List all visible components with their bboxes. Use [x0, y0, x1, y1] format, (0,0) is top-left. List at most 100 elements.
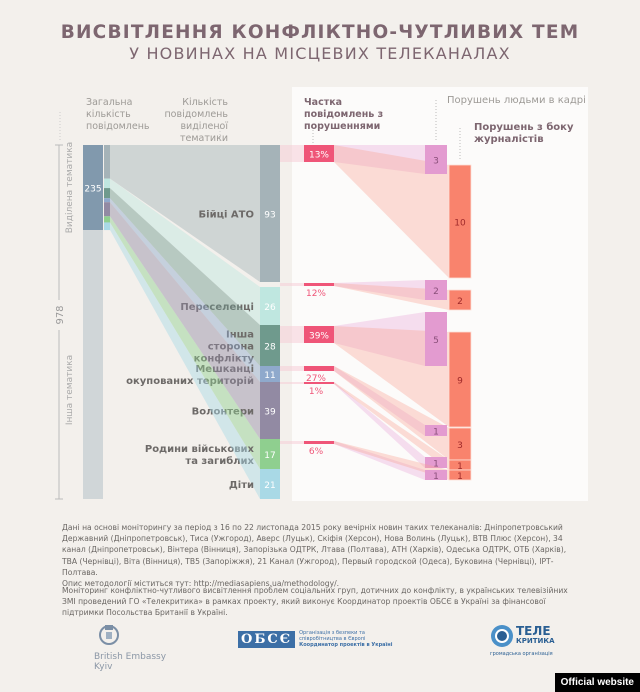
- selected-topic-bar: [83, 145, 103, 231]
- category-small-segment: [104, 178, 110, 189]
- osce-line-1: Організація з безпеки та: [299, 630, 365, 636]
- journalist-flow: [334, 382, 449, 470]
- telekrytyka-word-1: ТЕЛЕ: [516, 624, 551, 638]
- header-total: Загальна кількість повідомлень: [86, 97, 150, 132]
- share-bar: [304, 441, 334, 444]
- category-flow: [110, 178, 260, 325]
- category-count-label: 26: [264, 303, 276, 313]
- footer-sources: Дані на основі моніторингу за період з 1…: [62, 522, 582, 589]
- category-flow: [110, 216, 260, 469]
- telekrytyka-logo: ТЕЛЕ КРИТИКА: [490, 624, 554, 648]
- share-pct-label: 1%: [309, 387, 324, 397]
- chart-subtitle: У НОВИНАХ НА МІСЦЕВИХ ТЕЛЕКАНАЛАХ: [129, 44, 511, 63]
- category-bar: [260, 382, 280, 439]
- share-connector: [280, 283, 304, 286]
- journalist-flow: [334, 145, 449, 278]
- share-bar: [304, 145, 334, 162]
- journalist-violations-label: 1: [457, 472, 463, 482]
- people-violations-label: 2: [433, 287, 439, 297]
- journalist-violations-bar: [448, 469, 472, 481]
- category-name-label: Інша: [226, 330, 254, 341]
- footer-credits: Моніторинг конфліктно-чутливого висвітле…: [62, 586, 568, 618]
- category-bar: [260, 366, 280, 382]
- people-violations-label: 1: [433, 472, 439, 482]
- category-name-label: та загиблих: [185, 455, 254, 467]
- share-bar: [304, 382, 334, 384]
- share-pct-label: 27%: [306, 374, 326, 384]
- people-violations-label: 3: [433, 157, 439, 167]
- journalist-flow: [334, 366, 449, 460]
- journalist-violations-label: 1: [457, 462, 463, 472]
- category-name-label: Діти: [229, 480, 254, 491]
- selected-count-label: 235: [84, 185, 101, 195]
- journalist-violations-bar: [448, 164, 472, 279]
- header-people: Порушень людьми в кадрі: [447, 95, 586, 106]
- osce-line-2: співробітництва в Європі: [299, 636, 366, 642]
- category-bar: [260, 145, 280, 282]
- journalist-flow: [334, 283, 449, 310]
- telekrytyka-eye-icon: [491, 625, 513, 647]
- header-share: Частка повідомлень з порушеннями: [304, 97, 384, 132]
- category-count-label: 17: [264, 451, 275, 461]
- category-small-segment: [104, 198, 110, 203]
- category-bar: [260, 325, 280, 366]
- sources-text: Дані на основі моніторингу за період з 1…: [62, 523, 567, 577]
- royal-crest-icon: [99, 625, 119, 645]
- category-small-segment: [104, 216, 110, 223]
- methodology-text: Опис методології міститься тут: http://m…: [62, 579, 340, 589]
- share-bar: [304, 283, 334, 286]
- category-small-segment: [104, 202, 110, 217]
- category-flow: [110, 198, 260, 382]
- people-violations-bar: [425, 425, 447, 436]
- category-bar: [260, 287, 280, 325]
- telekrytyka-tagline: громадська організація: [490, 651, 553, 657]
- category-count-label: 39: [264, 408, 276, 418]
- share-bar: [304, 326, 334, 343]
- journalist-violations-label: 2: [457, 297, 463, 307]
- osce-text: Організація з безпеки та співробітництва…: [299, 630, 392, 648]
- other-topic-label: Інша тематика: [65, 355, 75, 425]
- people-flow: [334, 312, 425, 366]
- category-small-segment: [104, 188, 110, 199]
- category-flow: [110, 202, 260, 439]
- category-name-label: конфлікту: [194, 353, 255, 365]
- british-embassy-city: Kyiv: [94, 662, 113, 672]
- category-small-segment: [104, 222, 110, 231]
- journalist-violations-bar: [448, 289, 472, 311]
- share-pct-label: 13%: [309, 151, 329, 161]
- british-embassy-name: British Embassy: [94, 652, 167, 662]
- people-flow: [334, 145, 425, 174]
- category-count-label: 93: [264, 211, 275, 221]
- telekrytyka-word-2: КРИТИКА: [516, 637, 555, 645]
- journalist-violations-bar: [448, 331, 472, 428]
- category-name-label: Переселенці: [180, 302, 254, 313]
- telekrytyka-text: ТЕЛЕ КРИТИКА: [516, 624, 555, 646]
- people-violations-label: 5: [433, 336, 439, 346]
- category-flow: [110, 145, 260, 282]
- category-bar: [260, 469, 280, 499]
- official-website-badge[interactable]: Official website: [554, 673, 640, 692]
- people-flow: [334, 382, 425, 468]
- category-small-segment: [104, 145, 110, 179]
- people-flow: [334, 366, 425, 436]
- share-connector: [280, 382, 304, 384]
- header-selected: Кількість повідомлень виділеної тематики: [164, 97, 228, 144]
- people-violations-label: 1: [433, 428, 439, 438]
- category-count-label: 28: [264, 343, 276, 353]
- share-pct-label: 12%: [306, 289, 326, 299]
- share-pct-label: 39%: [309, 332, 329, 342]
- category-name-label: Родини військових: [145, 444, 255, 455]
- share-pct-label: 6%: [309, 447, 324, 457]
- people-violations-bar: [425, 470, 447, 480]
- category-bar: [260, 439, 280, 469]
- share-bar: [304, 366, 334, 371]
- total-label-bg: [52, 300, 66, 330]
- header-journalists: Порушень з боку журналістів: [474, 122, 574, 145]
- people-flow: [334, 441, 425, 480]
- category-name-label: Волонтери: [192, 407, 254, 418]
- people-flow: [334, 280, 425, 300]
- people-violations-bar: [425, 280, 447, 300]
- chart-title: ВИСВІТЛЕННЯ КОНФЛІКТНО-ЧУТЛИВИХ ТЕМ: [60, 22, 580, 43]
- selected-topic-label: Виділена тематика: [65, 142, 75, 233]
